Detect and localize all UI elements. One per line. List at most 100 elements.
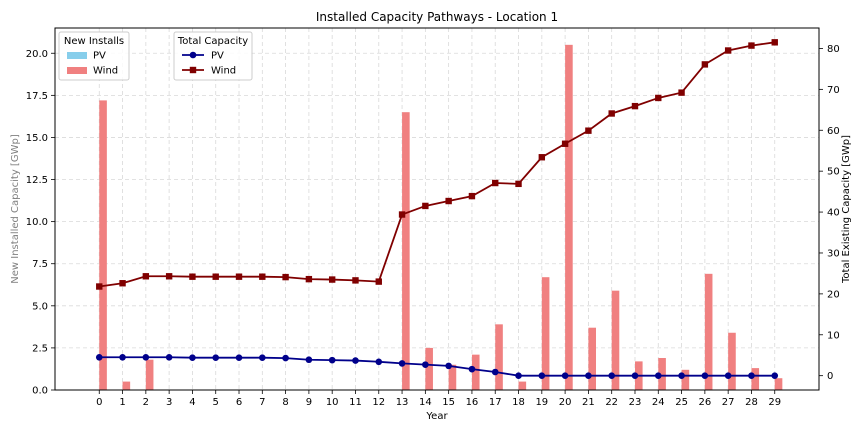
left-y-tick-label: 17.5 (26, 91, 48, 102)
legend-label-wind: Wind (93, 66, 118, 77)
legend-marker-pv (189, 51, 197, 59)
x-tick-label: 18 (512, 397, 525, 408)
point-total-wind-year-20 (561, 140, 569, 147)
bar-wind-year-25 (681, 369, 690, 390)
bars (99, 44, 783, 391)
point-total-pv-year-21 (585, 372, 592, 379)
point-total-pv-year-13 (398, 360, 406, 367)
bar-wind-year-28 (751, 368, 760, 390)
left-y-tick-label: 0.0 (32, 386, 48, 397)
point-total-wind-year-3 (165, 273, 173, 280)
point-total-wind-year-28 (748, 42, 755, 49)
point-total-wind-year-26 (701, 61, 709, 68)
bar-wind-year-18 (518, 381, 527, 390)
point-total-wind-year-7 (259, 273, 266, 280)
bar-wind-year-26 (704, 273, 713, 390)
legend-label-pv: PV (211, 51, 224, 62)
point-total-wind-year-27 (724, 47, 732, 54)
point-total-wind-year-9 (305, 275, 313, 283)
bar-wind-year-29 (774, 378, 783, 390)
point-total-wind-year-5 (212, 273, 219, 280)
bar-wind-year-13 (402, 112, 410, 391)
point-total-wind-year-25 (678, 89, 685, 96)
point-total-pv-year-25 (678, 372, 685, 379)
left-y-axis-label: New Installed Capacity [GWp] (10, 134, 21, 284)
x-tick-label: 23 (629, 397, 642, 408)
point-total-pv-year-18 (515, 372, 522, 379)
x-tick-label: 16 (466, 397, 479, 408)
right-y-tick-label: 70 (827, 85, 840, 96)
point-total-pv-year-29 (771, 372, 779, 379)
point-total-pv-year-12 (375, 358, 383, 366)
point-total-wind-year-8 (282, 273, 289, 281)
x-tick-label: 2 (143, 397, 149, 408)
x-tick-label: 1 (119, 397, 125, 408)
bar-wind-year-21 (588, 327, 597, 390)
point-total-wind-year-0 (96, 283, 103, 290)
x-tick-label: 29 (768, 397, 781, 408)
x-tick-label: 20 (559, 397, 572, 408)
x-tick-label: 13 (396, 397, 409, 408)
x-tick-label: 11 (349, 397, 362, 408)
line-total-pv (99, 356, 775, 377)
x-tick-label: 6 (236, 397, 242, 408)
right-y-tick-label: 0 (827, 371, 833, 382)
bar-wind-year-15 (448, 364, 457, 390)
point-total-wind-year-2 (142, 273, 150, 280)
bar-wind-year-1 (122, 381, 131, 390)
point-total-wind-year-14 (422, 202, 429, 210)
left-y-tick-label: 20.0 (26, 49, 48, 60)
x-tick-label: 9 (306, 397, 312, 408)
right-y-tick-label: 10 (827, 330, 840, 341)
bar-wind-year-14 (425, 347, 433, 390)
bar-wind-year-20 (565, 44, 573, 390)
point-total-wind-year-6 (235, 273, 243, 280)
bar-wind-year-0 (99, 100, 107, 391)
point-total-wind-year-29 (771, 39, 778, 46)
point-total-wind-year-16 (468, 192, 476, 200)
bar-wind-year-24 (658, 358, 666, 390)
point-total-pv-year-6 (235, 354, 243, 361)
legend-title: New Installs (64, 36, 124, 47)
right-y-tick-label: 30 (827, 248, 840, 259)
x-tick-label: 19 (535, 397, 548, 408)
point-total-pv-year-1 (119, 353, 126, 361)
point-total-wind-year-4 (189, 273, 196, 280)
x-tick-label: 3 (166, 397, 172, 408)
point-total-pv-year-16 (468, 365, 476, 373)
point-total-pv-year-4 (189, 354, 196, 361)
point-total-pv-year-19 (538, 372, 546, 379)
x-axis-label: Year (425, 411, 448, 422)
line-total-wind (99, 41, 775, 288)
point-total-pv-year-8 (282, 354, 289, 362)
x-tick-label: 0 (96, 397, 102, 408)
bar-wind-year-27 (728, 332, 736, 390)
point-total-pv-year-3 (165, 353, 173, 361)
point-total-pv-year-28 (748, 372, 755, 379)
bar-wind-year-17 (495, 324, 503, 390)
x-tick-label: 15 (442, 397, 455, 408)
point-total-wind-year-22 (608, 110, 615, 117)
left-y-tick-label: 15.0 (26, 133, 48, 144)
right-y-axis-label: Total Existing Capacity [GWp] (841, 135, 852, 284)
x-tick-label: 7 (259, 397, 265, 408)
bar-wind-year-16 (471, 354, 480, 390)
x-tick-label: 10 (326, 397, 339, 408)
plot-frame (54, 27, 820, 391)
bar-wind-year-19 (541, 277, 550, 390)
bar-wind-year-22 (611, 290, 620, 390)
point-total-wind-year-1 (119, 280, 126, 287)
point-total-wind-year-10 (328, 276, 336, 283)
point-total-wind-year-15 (445, 197, 452, 205)
x-tick-label: 17 (489, 397, 502, 408)
left-y-tick-label: 10.0 (26, 217, 48, 228)
point-total-wind-year-11 (352, 277, 359, 284)
x-tick-label: 22 (605, 397, 618, 408)
right-y-tick-label: 20 (827, 289, 840, 300)
legends: New Installs PV Wind Total Capacity PV Wind (58, 31, 253, 81)
x-tick-label: 4 (189, 397, 195, 408)
legend-label-wind: Wind (211, 66, 236, 77)
point-total-pv-year-9 (305, 356, 313, 364)
point-total-pv-year-20 (561, 372, 569, 379)
